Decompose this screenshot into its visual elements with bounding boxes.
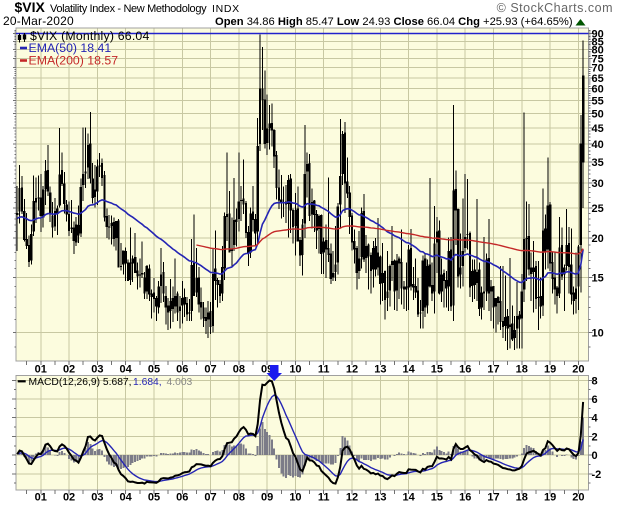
svg-text:0: 0 xyxy=(592,450,598,462)
svg-text:EMA(200) 18.57: EMA(200) 18.57 xyxy=(29,54,119,68)
svg-text:Volatility Index - New Methodo: Volatility Index - New Methodology xyxy=(50,3,207,15)
svg-text:20: 20 xyxy=(592,233,604,245)
svg-text:04: 04 xyxy=(120,492,133,504)
svg-text:© StockCharts.com: © StockCharts.com xyxy=(497,1,613,15)
svg-text:65: 65 xyxy=(592,73,604,85)
svg-text:09: 09 xyxy=(261,492,273,504)
svg-text:17: 17 xyxy=(487,364,499,376)
svg-text:$VIX (Monthly) 66.04: $VIX (Monthly) 66.04 xyxy=(30,29,150,43)
svg-text:MACD(12,26,9) 5.687,: MACD(12,26,9) 5.687, xyxy=(29,377,132,388)
svg-text:10: 10 xyxy=(289,364,301,376)
svg-text:02: 02 xyxy=(63,364,75,376)
svg-text:11: 11 xyxy=(318,364,330,376)
svg-text:INDX: INDX xyxy=(212,3,240,15)
svg-text:14: 14 xyxy=(403,492,416,504)
svg-text:2: 2 xyxy=(592,431,598,443)
svg-text:11: 11 xyxy=(318,492,330,504)
svg-text:18: 18 xyxy=(516,492,528,504)
svg-text:19: 19 xyxy=(544,492,556,504)
svg-text:85: 85 xyxy=(592,36,604,48)
svg-text:80: 80 xyxy=(592,45,604,57)
svg-text:90: 90 xyxy=(592,29,604,41)
svg-text:15: 15 xyxy=(592,272,604,284)
svg-text:01: 01 xyxy=(35,364,47,376)
svg-text:17: 17 xyxy=(487,492,499,504)
svg-text:25: 25 xyxy=(592,203,604,215)
svg-text:60: 60 xyxy=(592,84,604,96)
svg-text:02: 02 xyxy=(63,492,75,504)
svg-text:08: 08 xyxy=(233,364,245,376)
svg-text:05: 05 xyxy=(148,364,160,376)
svg-text:6: 6 xyxy=(592,394,598,406)
svg-text:16: 16 xyxy=(459,364,471,376)
svg-text:07: 07 xyxy=(204,492,216,504)
svg-text:16: 16 xyxy=(459,492,471,504)
svg-text:75: 75 xyxy=(592,53,604,65)
svg-text:14: 14 xyxy=(403,364,416,376)
svg-text:35: 35 xyxy=(592,157,604,169)
svg-text:13: 13 xyxy=(374,364,386,376)
svg-text:19: 19 xyxy=(544,364,556,376)
svg-text:07: 07 xyxy=(204,364,216,376)
svg-text:10: 10 xyxy=(592,328,604,340)
svg-text:-2: -2 xyxy=(592,469,602,481)
svg-text:06: 06 xyxy=(176,492,188,504)
svg-text:50: 50 xyxy=(592,109,604,121)
svg-text:20: 20 xyxy=(572,492,584,504)
svg-text:45: 45 xyxy=(592,123,604,135)
svg-text:01: 01 xyxy=(35,492,47,504)
svg-text:8: 8 xyxy=(592,375,598,387)
svg-text:20: 20 xyxy=(572,364,584,376)
svg-text:18: 18 xyxy=(516,364,528,376)
svg-text:20-Mar-2020: 20-Mar-2020 xyxy=(3,14,74,28)
svg-text:05: 05 xyxy=(148,492,160,504)
svg-text:08: 08 xyxy=(233,492,245,504)
svg-text:1.684,: 1.684, xyxy=(133,377,162,388)
svg-text:4.003: 4.003 xyxy=(167,377,193,388)
svg-text:03: 03 xyxy=(91,492,103,504)
svg-text:04: 04 xyxy=(120,364,133,376)
svg-text:70: 70 xyxy=(592,63,604,75)
svg-text:$VIX: $VIX xyxy=(15,0,46,15)
svg-text:4: 4 xyxy=(592,413,599,425)
svg-text:55: 55 xyxy=(592,96,604,108)
svg-text:15: 15 xyxy=(431,364,443,376)
svg-text:10: 10 xyxy=(289,492,301,504)
svg-text:15: 15 xyxy=(431,492,443,504)
svg-text:30: 30 xyxy=(592,178,604,190)
svg-text:03: 03 xyxy=(91,364,103,376)
svg-text:06: 06 xyxy=(176,364,188,376)
svg-text:EMA(50) 18.41: EMA(50) 18.41 xyxy=(29,41,112,55)
svg-text:40: 40 xyxy=(592,139,604,151)
svg-text:12: 12 xyxy=(346,492,358,504)
svg-text:13: 13 xyxy=(374,492,386,504)
svg-text:12: 12 xyxy=(346,364,358,376)
svg-text:Open 34.86 High 85.47 Low 24.9: Open 34.86 High 85.47 Low 24.93 Close 66… xyxy=(215,16,573,28)
